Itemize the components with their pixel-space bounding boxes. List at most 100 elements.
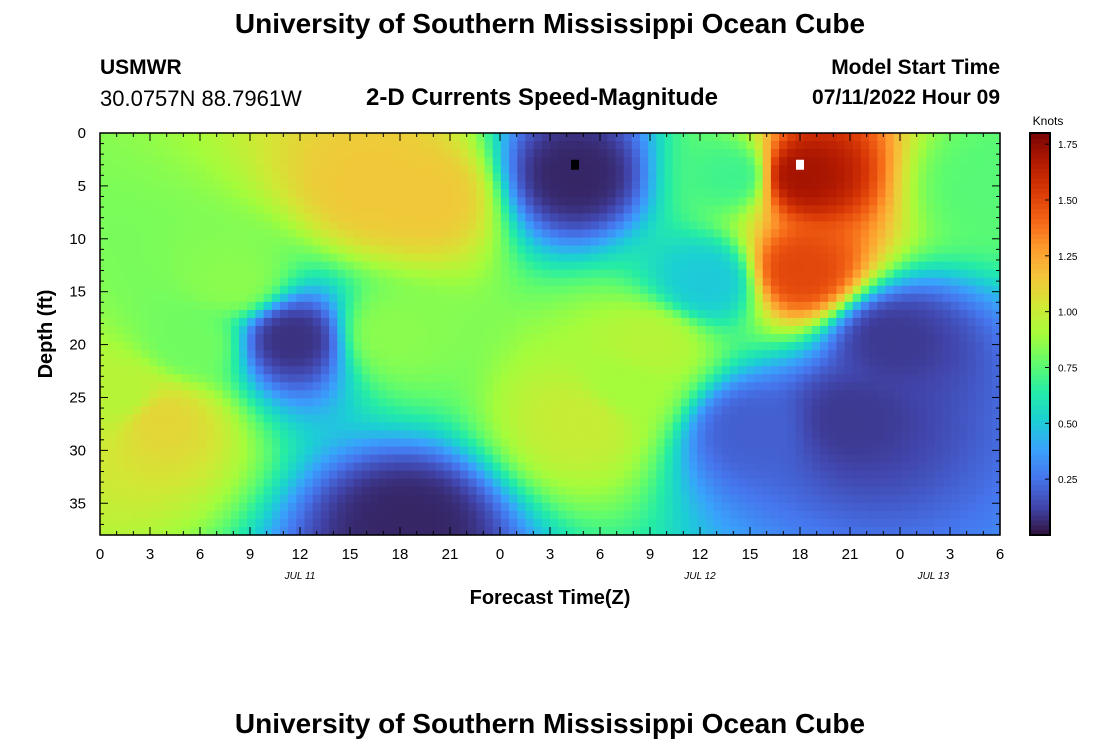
heatmap-cell bbox=[329, 173, 338, 182]
heatmap-cell bbox=[255, 213, 265, 223]
heatmap-cell bbox=[942, 454, 952, 464]
heatmap-cell bbox=[280, 334, 289, 343]
heatmap-cell bbox=[566, 486, 576, 496]
heatmap-cell bbox=[337, 245, 347, 255]
heatmap-cell bbox=[271, 277, 281, 287]
heatmap-cell bbox=[991, 189, 1001, 198]
heatmap-cell bbox=[991, 173, 1001, 182]
heatmap-cell bbox=[648, 229, 657, 239]
heatmap-cell bbox=[149, 141, 158, 150]
model-start-value: 07/11/2022 Hour 09 bbox=[812, 86, 1000, 109]
heatmap-cell bbox=[852, 470, 862, 480]
heatmap-cell bbox=[263, 213, 273, 223]
heatmap-cell bbox=[378, 406, 387, 415]
heatmap-cell bbox=[607, 422, 617, 432]
heatmap-cell bbox=[754, 133, 764, 142]
heatmap-cell bbox=[631, 309, 641, 319]
heatmap-cell bbox=[271, 181, 281, 190]
heatmap-cell bbox=[811, 342, 821, 351]
heatmap-cell bbox=[852, 462, 862, 472]
heatmap-cell bbox=[811, 470, 821, 480]
heatmap-cell bbox=[247, 165, 257, 174]
heatmap-cell bbox=[852, 277, 862, 287]
heatmap-cell bbox=[222, 157, 232, 166]
heatmap-cell bbox=[779, 438, 788, 448]
heatmap-cell bbox=[500, 277, 510, 287]
heatmap-cell bbox=[525, 181, 535, 190]
heatmap-cell bbox=[296, 325, 306, 335]
heatmap-cell bbox=[689, 141, 698, 150]
heatmap-cell bbox=[795, 285, 805, 295]
heatmap-cell bbox=[885, 261, 895, 271]
heatmap-cell bbox=[566, 430, 576, 440]
heatmap-cell bbox=[844, 229, 854, 239]
heatmap-cell bbox=[533, 245, 543, 255]
heatmap-cell bbox=[140, 181, 150, 190]
heatmap-cell bbox=[877, 213, 887, 223]
heatmap-cell bbox=[550, 366, 559, 375]
heatmap-cell bbox=[271, 414, 281, 424]
heatmap-cell bbox=[100, 494, 109, 504]
heatmap-cell bbox=[296, 173, 306, 182]
heatmap-cell bbox=[721, 309, 731, 319]
heatmap-cell bbox=[566, 213, 576, 223]
heatmap-cell bbox=[942, 478, 952, 488]
heatmap-cell bbox=[361, 253, 371, 263]
heatmap-cell bbox=[967, 382, 977, 391]
heatmap-cell bbox=[263, 261, 273, 271]
heatmap-cell bbox=[558, 414, 567, 424]
heatmap-cell bbox=[656, 237, 666, 247]
heatmap-cell bbox=[918, 261, 927, 271]
heatmap-cell bbox=[934, 253, 944, 263]
heatmap-cell bbox=[329, 462, 338, 472]
heatmap-cell bbox=[247, 261, 257, 271]
heatmap-cell bbox=[918, 141, 927, 150]
heatmap-cell bbox=[165, 422, 175, 432]
heatmap-cell bbox=[263, 438, 273, 448]
heatmap-cell bbox=[509, 486, 518, 496]
heatmap-cell bbox=[541, 350, 551, 359]
heatmap-cell bbox=[860, 486, 870, 496]
heatmap-cell bbox=[656, 334, 666, 343]
heatmap-cell bbox=[320, 285, 330, 295]
heatmap-cell bbox=[525, 197, 535, 206]
heatmap-cell bbox=[541, 454, 551, 464]
heatmap-cell bbox=[689, 181, 698, 190]
heatmap-cell bbox=[836, 334, 846, 343]
heatmap-cell bbox=[910, 237, 919, 247]
heatmap-cell bbox=[950, 261, 960, 271]
heatmap-cell bbox=[689, 165, 698, 174]
heatmap-cell bbox=[329, 213, 338, 223]
heatmap-cell bbox=[288, 189, 297, 198]
heatmap-cell bbox=[173, 414, 183, 424]
heatmap-cell bbox=[787, 173, 797, 182]
heatmap-cell bbox=[353, 342, 363, 351]
heatmap-cell bbox=[484, 245, 494, 255]
heatmap-cell bbox=[877, 285, 887, 295]
heatmap-cell bbox=[582, 406, 592, 415]
heatmap-cell bbox=[337, 261, 347, 271]
heatmap-cell bbox=[860, 261, 870, 271]
heatmap-cell bbox=[631, 358, 641, 367]
heatmap-cell bbox=[787, 342, 797, 351]
heatmap-cell bbox=[108, 342, 117, 351]
heatmap-cell bbox=[370, 165, 379, 174]
heatmap-cell bbox=[378, 398, 387, 407]
heatmap-cell bbox=[100, 382, 109, 391]
heatmap-cell bbox=[509, 277, 518, 287]
heatmap-cell bbox=[443, 390, 453, 399]
heatmap-cell bbox=[345, 406, 355, 415]
heatmap-cell bbox=[623, 285, 633, 295]
heatmap-cell bbox=[607, 350, 617, 359]
heatmap-cell bbox=[721, 422, 731, 432]
heatmap-cell bbox=[975, 149, 985, 158]
heatmap-cell bbox=[648, 470, 657, 480]
heatmap-cell bbox=[959, 293, 968, 303]
heatmap-cell bbox=[443, 406, 453, 415]
heatmap-cell bbox=[517, 157, 527, 166]
heatmap-cell bbox=[410, 261, 420, 271]
heatmap-cell bbox=[288, 317, 297, 327]
heatmap-cell bbox=[517, 149, 527, 158]
heatmap-cell bbox=[860, 342, 870, 351]
heatmap-cell bbox=[893, 462, 903, 472]
